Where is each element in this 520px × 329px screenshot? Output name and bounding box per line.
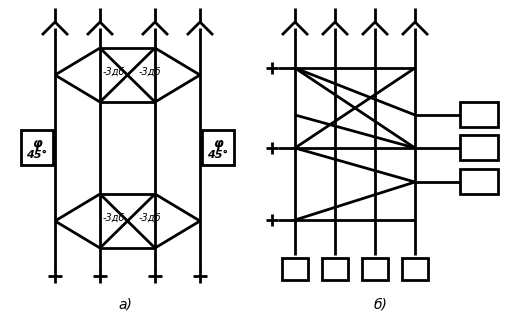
Text: -3дб: -3дб <box>102 67 125 77</box>
Bar <box>282 258 308 280</box>
Text: φ: φ <box>32 137 42 149</box>
Text: б): б) <box>373 298 387 312</box>
Bar <box>202 130 234 165</box>
Text: -3дб: -3дб <box>138 67 161 77</box>
Text: φ: φ <box>213 137 223 149</box>
Text: 45°: 45° <box>207 150 229 160</box>
Bar <box>362 258 388 280</box>
Bar <box>460 135 498 160</box>
Bar <box>460 169 498 194</box>
Text: a): a) <box>118 298 132 312</box>
Text: -3дб: -3дб <box>102 213 125 223</box>
Text: -3дб: -3дб <box>138 213 161 223</box>
Bar <box>322 258 348 280</box>
Bar <box>21 130 53 165</box>
Bar <box>402 258 428 280</box>
Bar <box>460 102 498 127</box>
Text: 45°: 45° <box>27 150 47 160</box>
